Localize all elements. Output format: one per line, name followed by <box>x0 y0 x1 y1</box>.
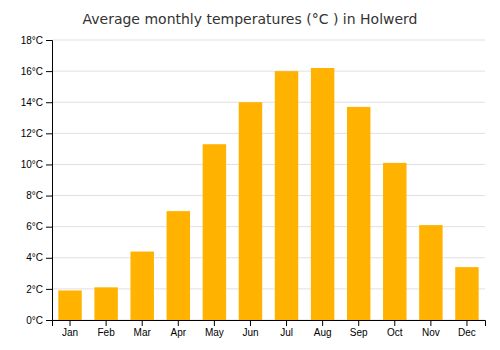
bar <box>203 144 226 320</box>
y-tick: 10°C <box>21 159 52 170</box>
chart-svg: 0°C 2°C 4°C 6°C 8°C 10°C 12°C 14°C 16°C 18°C Jan Fe… <box>0 0 500 350</box>
grid-line <box>52 133 485 134</box>
y-tick-mark <box>46 258 52 259</box>
y-tick: 0°C <box>26 315 52 326</box>
y-tick-label: 0°C <box>26 315 43 326</box>
grid-line <box>52 40 485 41</box>
bar <box>311 68 334 320</box>
grid-line <box>52 164 485 165</box>
x-tick-mark <box>430 320 431 326</box>
bar <box>239 102 262 320</box>
grid-line <box>52 71 485 72</box>
x-tick: Nov <box>422 320 440 338</box>
y-tick-mark <box>46 164 52 165</box>
y-tick-mark <box>46 289 52 290</box>
x-tick: Apr <box>171 320 187 338</box>
grid-line <box>52 195 485 196</box>
x-tick-mark <box>142 320 143 326</box>
y-axis-line <box>46 41 53 321</box>
bar <box>130 252 153 320</box>
x-tick: Oct <box>387 320 403 338</box>
y-tick-label: 4°C <box>26 252 43 263</box>
x-tick: Aug <box>314 320 332 338</box>
x-tick-mark <box>358 320 359 326</box>
bar <box>275 71 298 320</box>
x-tick: Dec <box>458 320 476 338</box>
x-tick: Mar <box>134 320 152 338</box>
y-tick-label: 14°C <box>21 97 43 108</box>
x-tick: Jul <box>280 320 293 338</box>
x-tick-label: Dec <box>458 327 476 338</box>
y-tick: 18°C <box>21 35 52 46</box>
y-tick-label: 16°C <box>21 66 43 77</box>
bar <box>347 107 370 320</box>
x-tick-label: Jun <box>242 327 258 338</box>
y-tick: 4°C <box>26 252 52 263</box>
x-tick: May <box>205 320 224 338</box>
bar <box>58 290 81 320</box>
y-tick-mark <box>46 71 52 72</box>
y-tick-label: 6°C <box>26 221 43 232</box>
x-tick-mark <box>106 320 107 326</box>
x-tick-mark <box>322 320 323 326</box>
x-tick-label: Nov <box>422 327 440 338</box>
x-tick-label: Aug <box>314 327 332 338</box>
x-tick-mark <box>286 320 287 326</box>
y-tick-label: 10°C <box>21 159 43 170</box>
y-tick-mark <box>46 133 52 134</box>
y-tick: 8°C <box>26 190 52 201</box>
y-tick: 2°C <box>26 284 52 295</box>
x-tick-label: Sep <box>350 327 368 338</box>
y-tick-mark <box>46 40 52 41</box>
bar <box>383 163 406 320</box>
x-tick-mark <box>178 320 179 326</box>
x-tick-label: Mar <box>134 327 152 338</box>
grid-line <box>52 102 485 103</box>
chart-container: 0°C 2°C 4°C 6°C 8°C 10°C 12°C 14°C 16°C 18°C Jan Fe… <box>0 0 500 350</box>
x-tick: Jan <box>62 320 78 338</box>
x-tick-label: Feb <box>98 327 116 338</box>
bar <box>94 287 117 320</box>
y-tick: 12°C <box>21 128 52 139</box>
x-tick: Feb <box>98 320 116 338</box>
y-tick-mark <box>46 102 52 103</box>
bars <box>58 68 478 320</box>
bar <box>455 267 478 320</box>
x-tick-mark <box>214 320 215 326</box>
y-tick-mark <box>46 196 52 197</box>
y-tick-label: 2°C <box>26 284 43 295</box>
y-tick: 14°C <box>21 97 52 108</box>
x-tick-label: Oct <box>387 327 403 338</box>
grid <box>52 40 485 320</box>
y-tick: 6°C <box>26 221 52 232</box>
y-tick-label: 12°C <box>21 128 43 139</box>
y-tick-mark <box>46 227 52 228</box>
x-tick: Jun <box>242 320 258 338</box>
y-tick: 16°C <box>21 66 52 77</box>
bar <box>167 211 190 320</box>
x-axis: Jan Feb Mar Apr May Jun Jul Aug Sep Oct Nov Dec <box>53 320 486 338</box>
title: Average monthly temperatures (°C ) in Ho… <box>82 11 417 27</box>
x-tick-mark <box>466 320 467 326</box>
plot-area: 0°C 2°C 4°C 6°C 8°C 10°C 12°C 14°C 16°C 18°C Jan Fe… <box>21 35 486 338</box>
y-tick-mark <box>46 320 52 321</box>
bar <box>419 225 442 320</box>
y-tick-label: 8°C <box>26 190 43 201</box>
y-tick-label: 18°C <box>21 35 43 46</box>
x-tick-mark <box>70 320 71 326</box>
x-tick-label: May <box>205 327 224 338</box>
x-axis-line <box>53 321 486 327</box>
x-tick: Sep <box>350 320 368 338</box>
x-tick-label: Jan <box>62 327 78 338</box>
y-axis: 0°C 2°C 4°C 6°C 8°C 10°C 12°C 14°C 16°C 18°C <box>21 35 53 326</box>
x-tick-label: Jul <box>280 327 293 338</box>
x-tick-label: Apr <box>171 327 187 338</box>
x-tick-mark <box>394 320 395 326</box>
x-tick-mark <box>250 320 251 326</box>
